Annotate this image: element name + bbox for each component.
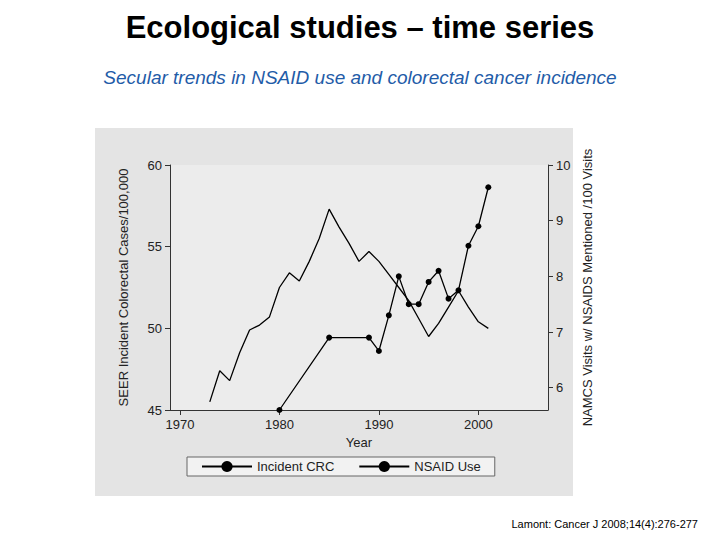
html-text:Secular trends in NSAID use an: Secular trends in NSAID use and colorect… — [103, 67, 617, 88]
svg-text:NSAID Use: NSAID Use — [414, 459, 480, 474]
svg-text:10: 10 — [556, 158, 570, 173]
svg-text:1980: 1980 — [265, 417, 294, 432]
svg-text:8: 8 — [556, 269, 563, 284]
svg-text:NAMCS Visits w/ NSAIDS Mention: NAMCS Visits w/ NSAIDS Mentioned /100 Vi… — [580, 148, 595, 426]
svg-text:1990: 1990 — [364, 417, 393, 432]
svg-text:SEER Incident Colorectal Cases: SEER Incident Colorectal Cases/100,000 — [116, 169, 131, 407]
svg-text:6: 6 — [556, 380, 563, 395]
svg-text:60: 60 — [148, 158, 162, 173]
svg-text:50: 50 — [148, 321, 162, 336]
svg-text:7: 7 — [556, 325, 563, 340]
html-text:Lamont: Cancer J 2008;14(4):27: Lamont: Cancer J 2008;14(4):276-277 — [511, 518, 698, 530]
html-text:Ecological studies – time seri: Ecological studies – time series — [125, 10, 595, 45]
svg-text:Incident CRC: Incident CRC — [257, 459, 334, 474]
svg-text:Year: Year — [346, 435, 373, 450]
svg-text:1970: 1970 — [165, 417, 194, 432]
svg-text:45: 45 — [148, 403, 162, 418]
svg-text:9: 9 — [556, 213, 563, 228]
svg-text:55: 55 — [148, 239, 162, 254]
svg-text:2000: 2000 — [464, 417, 493, 432]
